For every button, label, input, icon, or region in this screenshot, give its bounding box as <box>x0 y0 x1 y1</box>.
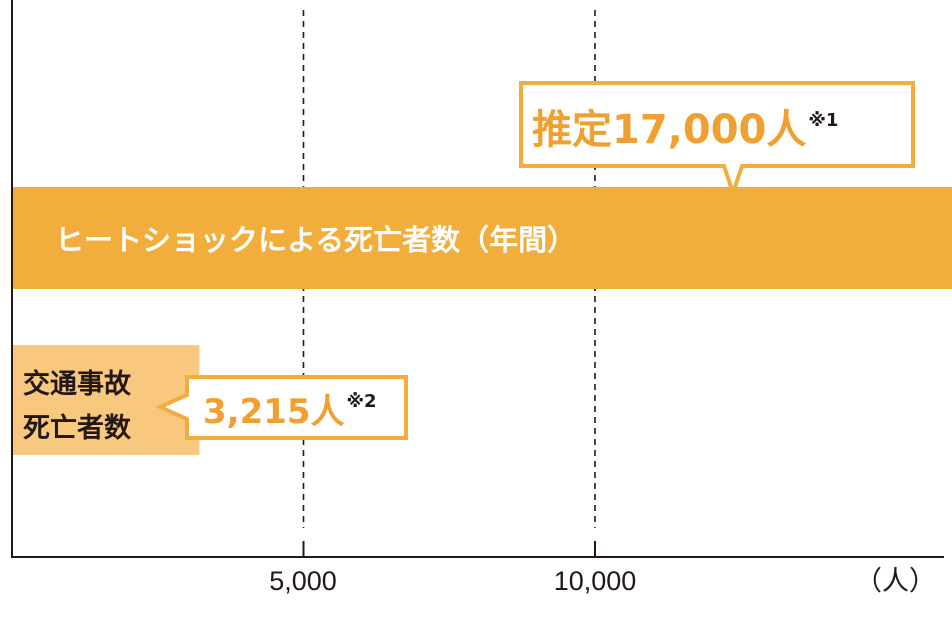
bar-label-traffic-line1: 交通事故 <box>23 368 131 400</box>
callout-box-traffic <box>155 375 408 440</box>
bar-traffic <box>12 345 200 455</box>
footnote-mark-1: ※1 <box>808 110 838 131</box>
bar-label-traffic-line2: 死亡者数 <box>23 413 132 444</box>
bar-heatshock <box>12 187 952 289</box>
value-callouts <box>155 81 915 440</box>
value-label-traffic-main: 3,215人 <box>203 392 345 432</box>
value-label-heatshock-main: 推定17,000人 <box>532 107 806 153</box>
value-label-heatshock: 推定17,000人 ※1 <box>532 107 838 153</box>
bars <box>12 187 952 455</box>
x-tick-label-10000: 10,000 <box>554 566 637 596</box>
footnote-mark-2: ※2 <box>347 391 377 412</box>
axes <box>11 0 944 558</box>
callout-box-heatshock <box>519 81 915 200</box>
x-tick-label-5000: 5,000 <box>269 566 337 596</box>
bar-label-heatshock: ヒートショックによる死亡者数（年間） <box>55 223 576 257</box>
x-axis-unit: （人） <box>855 566 936 596</box>
value-label-traffic: 3,215人 ※2 <box>203 391 377 432</box>
